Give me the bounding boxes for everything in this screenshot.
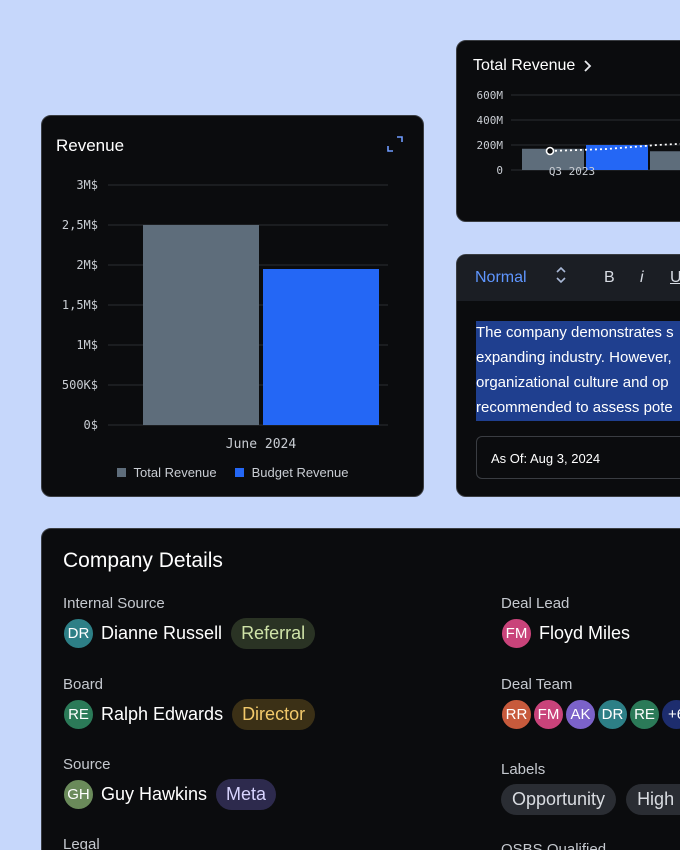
y-tick-label: 0$ — [84, 418, 98, 432]
labels-field: Labels Opportunity High P — [501, 761, 680, 815]
avatar[interactable]: AK — [565, 698, 596, 730]
label-pill[interactable]: High P — [626, 783, 680, 815]
style-select-arrows-icon[interactable] — [555, 265, 567, 286]
editor-line: organizational culture and op — [476, 371, 680, 396]
notes-editor-card: Normal B i U The company demonstrates s … — [456, 254, 680, 497]
total-revenue-chart: 0 200M 400M 600M Q3 2023 — [477, 89, 680, 178]
y-tick-label: 1M$ — [76, 338, 98, 352]
x-tick-label: Q3 2023 — [549, 165, 595, 178]
y-tick-label: 3M$ — [76, 178, 98, 192]
avatar[interactable]: RE — [63, 698, 94, 730]
deal-team-label: Deal Team — [501, 676, 573, 693]
more-members-badge[interactable]: +6 — [661, 698, 680, 730]
board-name[interactable]: Ralph Edwards — [101, 703, 224, 724]
meta-tag: Meta — [216, 778, 277, 810]
deal-lead-label: Deal Lead — [501, 595, 570, 612]
y-tick-label: 600M — [477, 89, 504, 102]
y-tick-label: 2,5M$ — [62, 218, 98, 232]
y-tick-label: 1,5M$ — [62, 298, 98, 312]
internal-source-name[interactable]: Dianne Russell — [101, 622, 223, 643]
source-label: Source — [63, 756, 111, 773]
referral-tag: Referral — [231, 617, 316, 649]
y-tick-label: 500K$ — [62, 378, 98, 392]
legal-field: Legal — [63, 836, 100, 850]
legend-item-budget[interactable]: Budget Revenue — [234, 465, 349, 480]
as-of-date-field[interactable]: As Of: Aug 3, 2024 — [476, 436, 680, 479]
source-name[interactable]: Guy Hawkins — [101, 783, 208, 804]
underline-button[interactable]: U — [670, 269, 680, 287]
deal-lead-name[interactable]: Floyd Miles — [539, 622, 631, 643]
internal-source-field: Internal Source DR Dianne Russell Referr… — [63, 595, 316, 649]
legend-swatch-budget — [234, 468, 244, 477]
legend-label-total: Total Revenue — [133, 465, 217, 480]
company-details-title: Company Details — [63, 549, 223, 572]
bar — [522, 148, 584, 170]
bar — [650, 151, 680, 170]
expand-icon[interactable] — [387, 136, 403, 152]
company-details-card: Company Details Internal Source DR Diann… — [41, 528, 680, 850]
chevron-right-icon — [584, 60, 592, 72]
board-label: Board — [63, 676, 104, 693]
labels-label: Labels — [501, 761, 546, 778]
y-tick-label: 400M — [477, 114, 504, 127]
bold-button[interactable]: B — [604, 269, 615, 286]
editor-content[interactable]: The company demonstrates s expanding ind… — [476, 321, 680, 421]
internal-source-label: Internal Source — [63, 595, 165, 612]
editor-line: recommended to assess pote — [476, 396, 680, 421]
revenue-chart: 0$ 500K$ 1M$ 1,5M$ 2M$ 2,5M$ 3M$ June 2024 — [62, 178, 388, 452]
y-tick-label: 2M$ — [76, 258, 98, 272]
total-revenue-link[interactable]: Total Revenue — [473, 57, 593, 75]
total-revenue-title: Total Revenue — [473, 57, 576, 74]
director-tag: Director — [232, 698, 316, 730]
legend-item-total[interactable]: Total Revenue — [116, 465, 217, 480]
deal-team-field: Deal Team RR FM AK DR RE +6 — [501, 676, 680, 730]
legal-label: Legal — [63, 836, 100, 850]
avatar[interactable]: DR — [597, 698, 628, 730]
text-style-select[interactable]: Normal — [475, 269, 527, 286]
bar-total-revenue — [143, 225, 259, 425]
editor-line: The company demonstrates s — [476, 321, 680, 346]
qsbs-field: QSBS Qualified — [501, 841, 606, 850]
board-field: Board RE Ralph Edwards Director — [63, 676, 316, 730]
y-tick-label: 0 — [496, 164, 503, 177]
avatar[interactable]: GH — [63, 778, 94, 810]
source-field: Source GH Guy Hawkins Meta — [63, 756, 277, 810]
trend-point — [545, 146, 555, 156]
revenue-card: 0$ 500K$ 1M$ 1,5M$ 2M$ 2,5M$ 3M$ June 2024 Reve… — [41, 115, 424, 497]
legend-label-budget: Budget Revenue — [251, 465, 349, 480]
legend-swatch-total — [116, 468, 126, 477]
avatar[interactable]: FM — [501, 617, 532, 649]
deal-lead-field: Deal Lead FM Floyd Miles — [501, 595, 632, 649]
x-tick-label: June 2024 — [226, 437, 297, 452]
revenue-legend: Total Revenue Budget Revenue — [42, 465, 423, 480]
label-pill[interactable]: Opportunity — [501, 783, 617, 815]
avatar[interactable]: RR — [501, 698, 532, 730]
editor-toolbar: Normal B i U — [457, 255, 680, 301]
qsbs-label: QSBS Qualified — [501, 841, 607, 850]
editor-line: expanding industry. However, — [476, 346, 680, 371]
avatar[interactable]: DR — [63, 617, 94, 649]
avatar[interactable]: FM — [533, 698, 564, 730]
avatar[interactable]: RE — [629, 698, 660, 730]
italic-button[interactable]: i — [640, 269, 644, 286]
y-tick-label: 200M — [477, 139, 504, 152]
bar-budget-revenue — [263, 269, 379, 425]
total-revenue-card: 0 200M 400M 600M Q3 2023 Total Revenue — [456, 40, 680, 222]
revenue-title: Revenue — [56, 136, 125, 155]
